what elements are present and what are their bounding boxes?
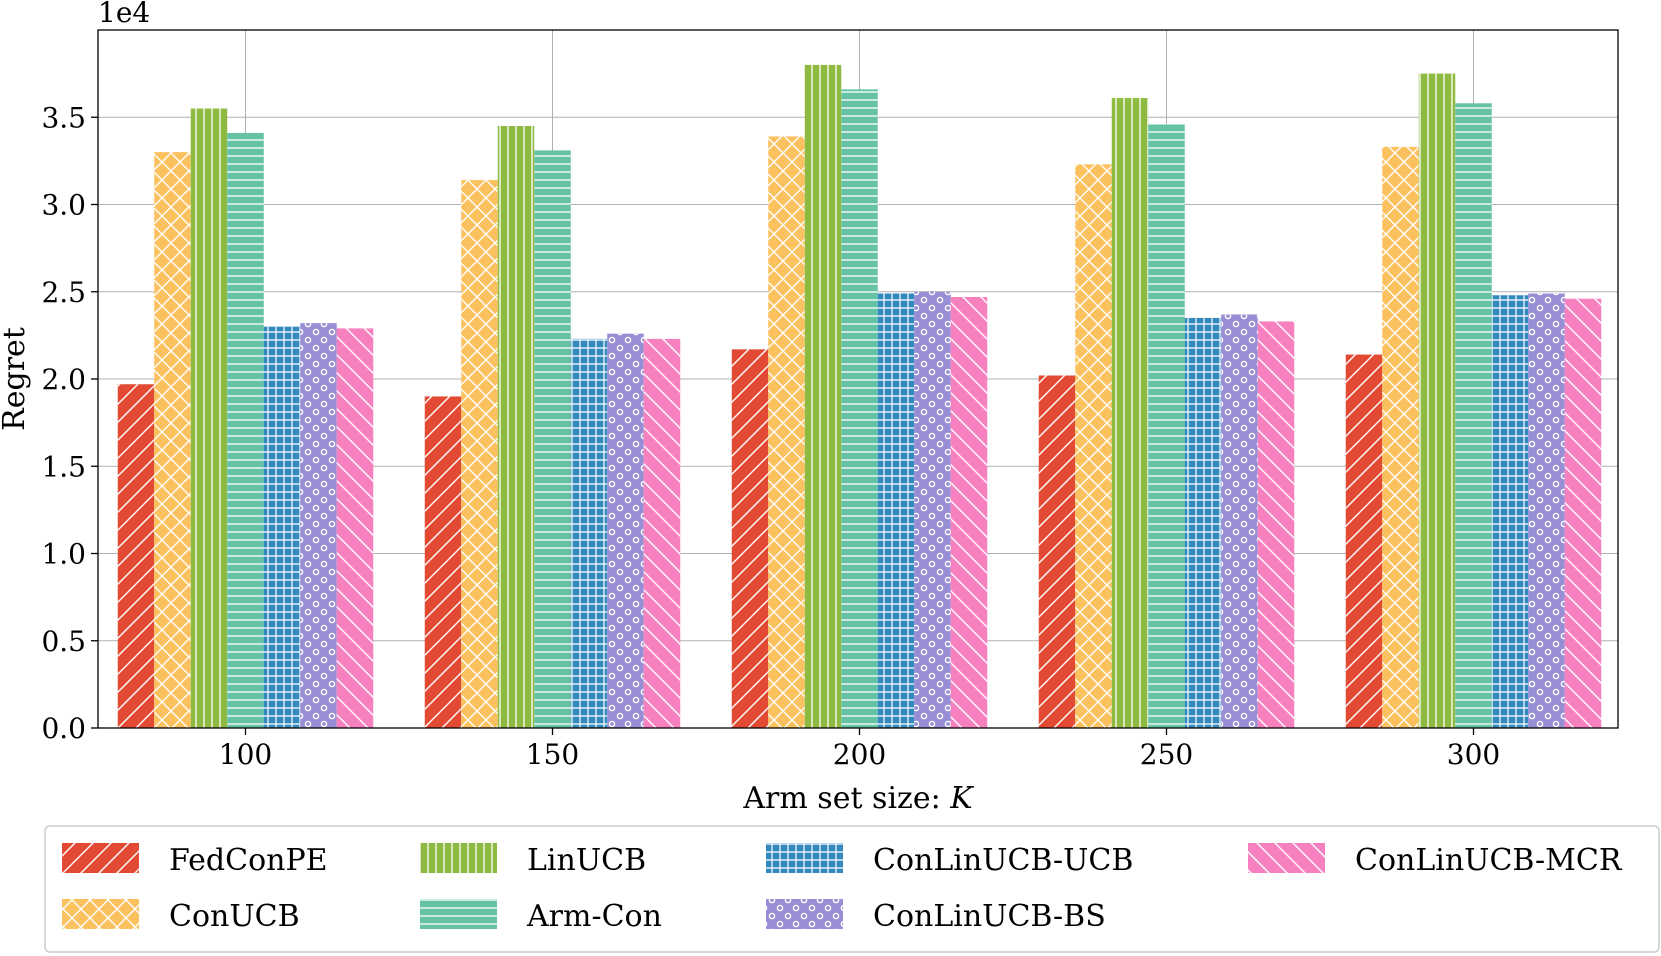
- bar-hatch: [1455, 103, 1492, 729]
- bar-hatch: [877, 293, 915, 728]
- legend-item-conlinucb-ucb: ConLinUCB-UCB: [766, 843, 1133, 878]
- legend-swatch-hatch: [1248, 843, 1325, 873]
- y-tick-label: 1.0: [41, 538, 86, 571]
- y-tick-label: 3.0: [41, 189, 86, 222]
- bar-hatch: [1528, 293, 1565, 728]
- bar-hatch: [570, 338, 608, 728]
- legend-swatch-hatch: [420, 899, 497, 929]
- bar-hatch: [768, 136, 805, 728]
- bar-hatch: [1418, 73, 1456, 728]
- legend-label: ConLinUCB-UCB: [873, 843, 1133, 878]
- x-tick-label: 200: [833, 738, 886, 771]
- y-multiplier-label: 1e4: [98, 0, 150, 29]
- x-axis-label: Arm set size: K: [742, 781, 974, 816]
- legend-label: ConUCB: [169, 899, 300, 934]
- bar-hatch: [497, 125, 535, 729]
- series-conlinucb-mcr: [336, 296, 1602, 728]
- bars: [117, 64, 1602, 729]
- legend-item-conlinucb-bs: ConLinUCB-BS: [766, 899, 1106, 934]
- bar-hatch: [1257, 321, 1295, 728]
- y-tick-label: 2.5: [41, 276, 86, 309]
- legend-swatch-hatch: [766, 899, 843, 929]
- bar-hatch: [1221, 314, 1258, 728]
- bar-hatch: [841, 89, 878, 728]
- x-tick-label: 300: [1447, 738, 1500, 771]
- bar-hatch: [914, 291, 951, 728]
- series-conlinucb-bs: [300, 291, 1565, 728]
- x-axis-ticks: 100 150 200 250 300: [219, 728, 1500, 771]
- bar-hatch: [190, 108, 228, 728]
- bar-hatch: [1491, 295, 1529, 728]
- bar-hatch: [117, 384, 155, 728]
- legend-items: FedConPE ConUCB LinUCB Arm-Con ConLinUCB-UCB…: [62, 843, 1623, 934]
- y-tick-label: 3.5: [41, 101, 86, 134]
- series-conlinucb-ucb: [263, 293, 1529, 728]
- legend-swatch-hatch: [62, 843, 139, 873]
- legend-item-conucb: ConUCB: [62, 899, 300, 934]
- bar-hatch: [1345, 354, 1383, 728]
- bar-hatch: [227, 132, 264, 728]
- legend-swatch-hatch: [766, 843, 843, 873]
- y-tick-label: 2.0: [41, 363, 86, 396]
- y-axis-ticks: 0.0 0.5 1.0 1.5 2.0 2.5 3.0 3.5: [41, 101, 98, 745]
- legend-label: ConLinUCB-MCR: [1355, 843, 1623, 878]
- bar-hatch: [461, 180, 498, 728]
- bar-hatch: [534, 150, 571, 728]
- bar-hatch: [336, 328, 374, 728]
- bar-hatch: [731, 349, 769, 728]
- series-arm-con: [227, 89, 1492, 729]
- series-conucb: [154, 136, 1419, 729]
- bar-hatch: [1075, 164, 1112, 729]
- bar-hatch: [1038, 375, 1076, 728]
- legend-item-linucb: LinUCB: [420, 843, 646, 878]
- series-linucb: [190, 64, 1456, 729]
- y-tick-label: 1.5: [41, 450, 86, 483]
- bar-hatch: [300, 323, 337, 728]
- bar-hatch: [643, 338, 681, 728]
- legend-label: FedConPE: [169, 843, 328, 878]
- y-tick-label: 0.0: [41, 712, 86, 745]
- bar-hatch: [804, 64, 842, 728]
- bar-hatch: [154, 152, 191, 728]
- series-fedconpe: [117, 349, 1383, 728]
- bar-hatch: [1184, 317, 1222, 728]
- y-axis-label: Regret: [0, 327, 32, 431]
- x-tick-label: 250: [1140, 738, 1193, 771]
- legend-item-fedconpe: FedConPE: [62, 843, 328, 878]
- legend-label: ConLinUCB-BS: [873, 899, 1106, 934]
- bar-hatch: [424, 396, 462, 728]
- bar-hatch: [1564, 298, 1602, 728]
- legend-item-arm-con: Arm-Con: [420, 899, 662, 934]
- legend-swatch-hatch: [420, 843, 497, 873]
- legend: FedConPE ConUCB LinUCB Arm-Con ConLinUCB-UCB…: [44, 825, 1660, 953]
- legend-label: LinUCB: [527, 843, 646, 878]
- x-axis-label-text: Arm set size:: [742, 781, 950, 816]
- legend-swatch-hatch: [62, 899, 139, 929]
- y-tick-label: 0.5: [41, 625, 86, 658]
- x-axis-label-variable: K: [949, 781, 974, 816]
- bar-hatch: [1382, 146, 1419, 729]
- x-tick-label: 150: [526, 738, 579, 771]
- legend-label: Arm-Con: [526, 899, 662, 934]
- bar-hatch: [263, 326, 301, 728]
- bar-hatch: [950, 296, 988, 728]
- bar-hatch: [1111, 98, 1149, 729]
- legend-item-conlinucb-mcr: ConLinUCB-MCR: [1248, 843, 1623, 878]
- bar-hatch: [607, 333, 644, 728]
- bar-hatch: [1148, 124, 1185, 729]
- x-tick-label: 100: [219, 738, 272, 771]
